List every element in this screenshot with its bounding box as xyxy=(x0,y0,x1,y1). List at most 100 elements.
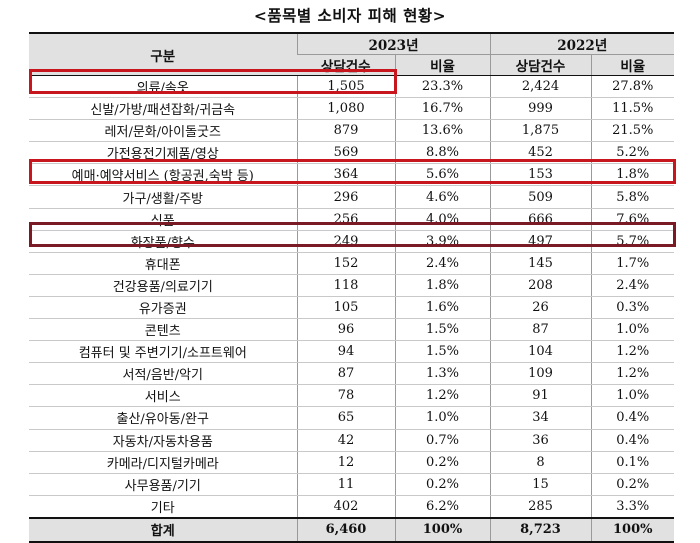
row-count-2023: 12 xyxy=(296,451,395,474)
row-count-2022: 87 xyxy=(489,318,591,342)
row-count-2022: 666 xyxy=(489,208,591,231)
row-count-2022: 36 xyxy=(489,429,591,452)
row-category: 가구/생활/주방 xyxy=(29,185,297,209)
row-count-2022: 285 xyxy=(489,495,591,519)
row-ratio-2023: 1.5% xyxy=(394,318,490,342)
total-row: 합계 6,460 100% 8,723 100% xyxy=(29,516,674,543)
row-ratio-2023: 4.6% xyxy=(394,185,490,209)
row-ratio-2022: 0.4% xyxy=(590,429,674,452)
row-category: 카메라/디지털카메라 xyxy=(29,451,297,474)
row-count-2022: 15 xyxy=(489,473,591,496)
row-count-2023: 96 xyxy=(296,318,395,342)
row-ratio-2022: 3.3% xyxy=(590,495,674,519)
row-ratio-2023: 6.2% xyxy=(394,495,490,519)
row-count-2023: 402 xyxy=(296,495,395,519)
row-count-2023: 94 xyxy=(296,340,395,364)
row-category: 가전용전기제품/영상 xyxy=(29,141,297,165)
row-ratio-2022: 1.2% xyxy=(590,340,674,364)
table-row: 예매·예약서비스 (항공권,숙박 등) 364 5.6% 153 1.8% xyxy=(29,163,674,187)
row-category: 유가증권 xyxy=(29,296,297,320)
row-count-2022: 8 xyxy=(489,451,591,474)
row-ratio-2023: 0.2% xyxy=(394,451,490,474)
table-row: 콘텐츠 96 1.5% 87 1.0% xyxy=(29,318,674,342)
table-row: 출산/유아동/완구 65 1.0% 34 0.4% xyxy=(29,406,674,430)
table-row: 가전용전기제품/영상 569 8.8% 452 5.2% xyxy=(29,141,674,165)
row-ratio-2022: 1.0% xyxy=(590,384,674,408)
row-ratio-2023: 8.8% xyxy=(394,141,490,165)
row-ratio-2022: 1.8% xyxy=(590,163,674,187)
row-ratio-2022: 0.3% xyxy=(590,296,674,320)
row-count-2023: 1,505 xyxy=(296,75,395,99)
row-count-2022: 1,875 xyxy=(489,119,591,143)
row-category: 기타 xyxy=(29,495,297,519)
header-year-2023: 2023년 xyxy=(296,32,490,55)
row-category: 신발/가방/패션잡화/귀금속 xyxy=(29,97,297,121)
table-row: 식품 256 4.0% 666 7.6% xyxy=(29,208,674,231)
row-count-2023: 249 xyxy=(296,230,395,253)
row-category: 휴대폰 xyxy=(29,252,297,275)
row-ratio-2023: 13.6% xyxy=(394,119,490,143)
row-count-2022: 109 xyxy=(489,362,591,386)
row-ratio-2023: 0.7% xyxy=(394,429,490,452)
row-count-2022: 26 xyxy=(489,296,591,320)
row-count-2022: 452 xyxy=(489,141,591,165)
header-count-2022: 상담건수 xyxy=(489,54,591,76)
row-count-2023: 256 xyxy=(296,208,395,231)
row-category: 레저/문화/아이돌굿즈 xyxy=(29,119,297,143)
row-count-2022: 153 xyxy=(489,163,591,187)
row-category: 출산/유아동/완구 xyxy=(29,406,297,430)
table-row: 화장품/향수 249 3.9% 497 5.7% xyxy=(29,230,674,253)
header-ratio-2022: 비율 xyxy=(590,54,674,76)
row-category: 화장품/향수 xyxy=(29,230,297,253)
row-category: 컴퓨터 및 주변기기/소프트웨어 xyxy=(29,340,297,364)
row-count-2022: 497 xyxy=(489,230,591,253)
row-ratio-2022: 21.5% xyxy=(590,119,674,143)
table-title: <품목별 소비자 피해 현황> xyxy=(253,7,447,25)
row-category: 사무용품/기기 xyxy=(29,473,297,496)
row-count-2023: 11 xyxy=(296,473,395,496)
row-count-2022: 145 xyxy=(489,252,591,275)
row-count-2022: 34 xyxy=(489,406,591,430)
total-ratio-2022: 100% xyxy=(590,516,674,543)
row-ratio-2022: 27.8% xyxy=(590,75,674,99)
row-category: 콘텐츠 xyxy=(29,318,297,342)
row-ratio-2023: 0.2% xyxy=(394,473,490,496)
row-ratio-2023: 1.3% xyxy=(394,362,490,386)
row-category: 식품 xyxy=(29,208,297,231)
row-category: 건강용품/의료기기 xyxy=(29,274,297,297)
row-ratio-2022: 0.1% xyxy=(590,451,674,474)
consumer-damage-table: 구분 2023년 2022년 상담건수 비율 상담건수 비율 의류/속옷 1,50… xyxy=(29,32,674,543)
row-ratio-2023: 1.2% xyxy=(394,384,490,408)
row-count-2023: 42 xyxy=(296,429,395,452)
row-ratio-2022: 0.2% xyxy=(590,473,674,496)
row-ratio-2022: 1.0% xyxy=(590,318,674,342)
row-ratio-2023: 1.5% xyxy=(394,340,490,364)
table-row: 사무용품/기기 11 0.2% 15 0.2% xyxy=(29,473,674,496)
row-category: 의류/속옷 xyxy=(29,75,297,99)
row-category: 예매·예약서비스 (항공권,숙박 등) xyxy=(29,163,297,187)
table-row: 유가증권 105 1.6% 26 0.3% xyxy=(29,296,674,320)
table-row: 컴퓨터 및 주변기기/소프트웨어 94 1.5% 104 1.2% xyxy=(29,340,674,364)
row-ratio-2022: 0.4% xyxy=(590,406,674,430)
total-ratio-2023: 100% xyxy=(394,516,490,543)
row-category: 서적/음반/악기 xyxy=(29,362,297,386)
row-count-2022: 999 xyxy=(489,97,591,121)
row-ratio-2023: 1.8% xyxy=(394,274,490,297)
total-label: 합계 xyxy=(29,516,297,543)
row-count-2023: 879 xyxy=(296,119,395,143)
row-count-2023: 569 xyxy=(296,141,395,165)
table-row: 의류/속옷 1,505 23.3% 2,424 27.8% xyxy=(29,75,674,99)
row-count-2022: 91 xyxy=(489,384,591,408)
table-row: 휴대폰 152 2.4% 145 1.7% xyxy=(29,252,674,275)
table-row: 레저/문화/아이돌굿즈 879 13.6% 1,875 21.5% xyxy=(29,119,674,143)
table-row: 자동차/자동차용품 42 0.7% 36 0.4% xyxy=(29,429,674,452)
row-count-2023: 152 xyxy=(296,252,395,275)
row-count-2023: 296 xyxy=(296,185,395,209)
table-row: 건강용품/의료기기 118 1.8% 208 2.4% xyxy=(29,274,674,297)
row-ratio-2023: 1.0% xyxy=(394,406,490,430)
row-ratio-2023: 16.7% xyxy=(394,97,490,121)
row-ratio-2023: 4.0% xyxy=(394,208,490,231)
row-count-2023: 105 xyxy=(296,296,395,320)
table-row: 신발/가방/패션잡화/귀금속 1,080 16.7% 999 11.5% xyxy=(29,97,674,121)
row-ratio-2022: 5.7% xyxy=(590,230,674,253)
